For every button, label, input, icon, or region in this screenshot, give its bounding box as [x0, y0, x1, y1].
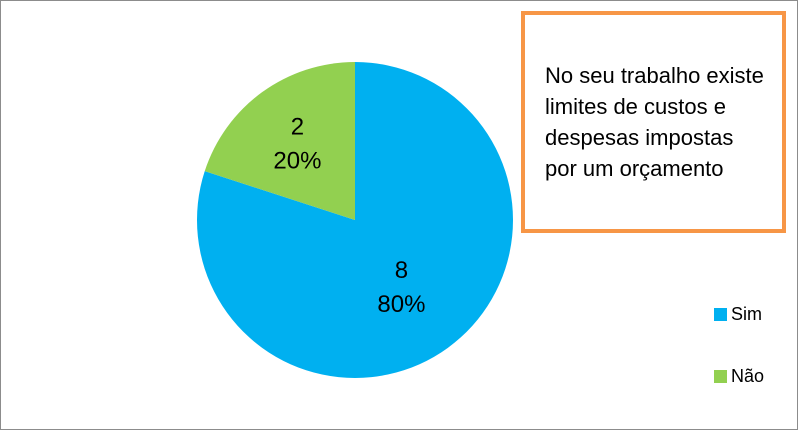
data-label-value-1: 2 [291, 114, 304, 141]
legend-item-sim: Sim [714, 299, 764, 329]
legend-label-nao: Não [731, 365, 765, 386]
legend-label-sim: Sim [731, 303, 762, 324]
chart-title-box: No seu trabalho existe limites de custos… [521, 11, 786, 233]
chart-title: No seu trabalho existe limites de custos… [545, 63, 764, 181]
legend-swatch-sim [714, 307, 727, 321]
data-label-value-0: 8 [395, 257, 408, 284]
data-label-percent-0: 80% [377, 291, 425, 318]
legend: Sim Não [714, 299, 764, 423]
legend-swatch-nao [714, 369, 727, 383]
pie-slice-nao [204, 62, 355, 220]
data-label-percent-1: 20% [273, 148, 321, 175]
legend-item-nao: Não [714, 361, 764, 391]
